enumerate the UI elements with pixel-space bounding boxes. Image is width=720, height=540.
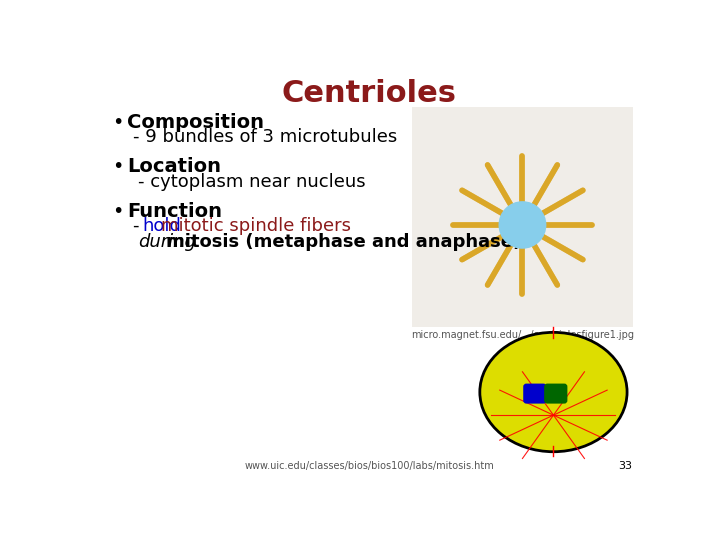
Text: •: • <box>112 112 123 132</box>
FancyBboxPatch shape <box>544 383 567 403</box>
Text: www.uic.edu/classes/bios/bios100/labs/mitosis.htm: www.uic.edu/classes/bios/bios100/labs/mi… <box>244 461 494 471</box>
Bar <box>412 107 632 327</box>
Text: during: during <box>138 233 196 251</box>
Text: Location: Location <box>127 157 221 176</box>
Text: - cytoplasm near nucleus: - cytoplasm near nucleus <box>138 173 366 191</box>
Text: mitotic spindle fibers: mitotic spindle fibers <box>161 217 351 235</box>
Text: -: - <box>133 217 145 235</box>
Text: 33: 33 <box>618 461 632 471</box>
Text: •: • <box>112 202 123 221</box>
Text: mitosis (metaphase and anaphase): mitosis (metaphase and anaphase) <box>166 233 521 251</box>
Text: Composition: Composition <box>127 112 264 132</box>
Text: micro.magnet.fsu.edu/.../centriolesfigure1.jpg: micro.magnet.fsu.edu/.../centriolesfigur… <box>412 330 634 340</box>
Text: - 9 bundles of 3 microtubules: - 9 bundles of 3 microtubules <box>133 128 397 146</box>
Circle shape <box>499 202 546 248</box>
Text: Function: Function <box>127 202 222 221</box>
Text: •: • <box>112 157 123 176</box>
FancyBboxPatch shape <box>523 383 546 403</box>
Ellipse shape <box>480 333 627 452</box>
Text: Centrioles: Centrioles <box>282 79 456 107</box>
Text: hold: hold <box>142 217 181 235</box>
